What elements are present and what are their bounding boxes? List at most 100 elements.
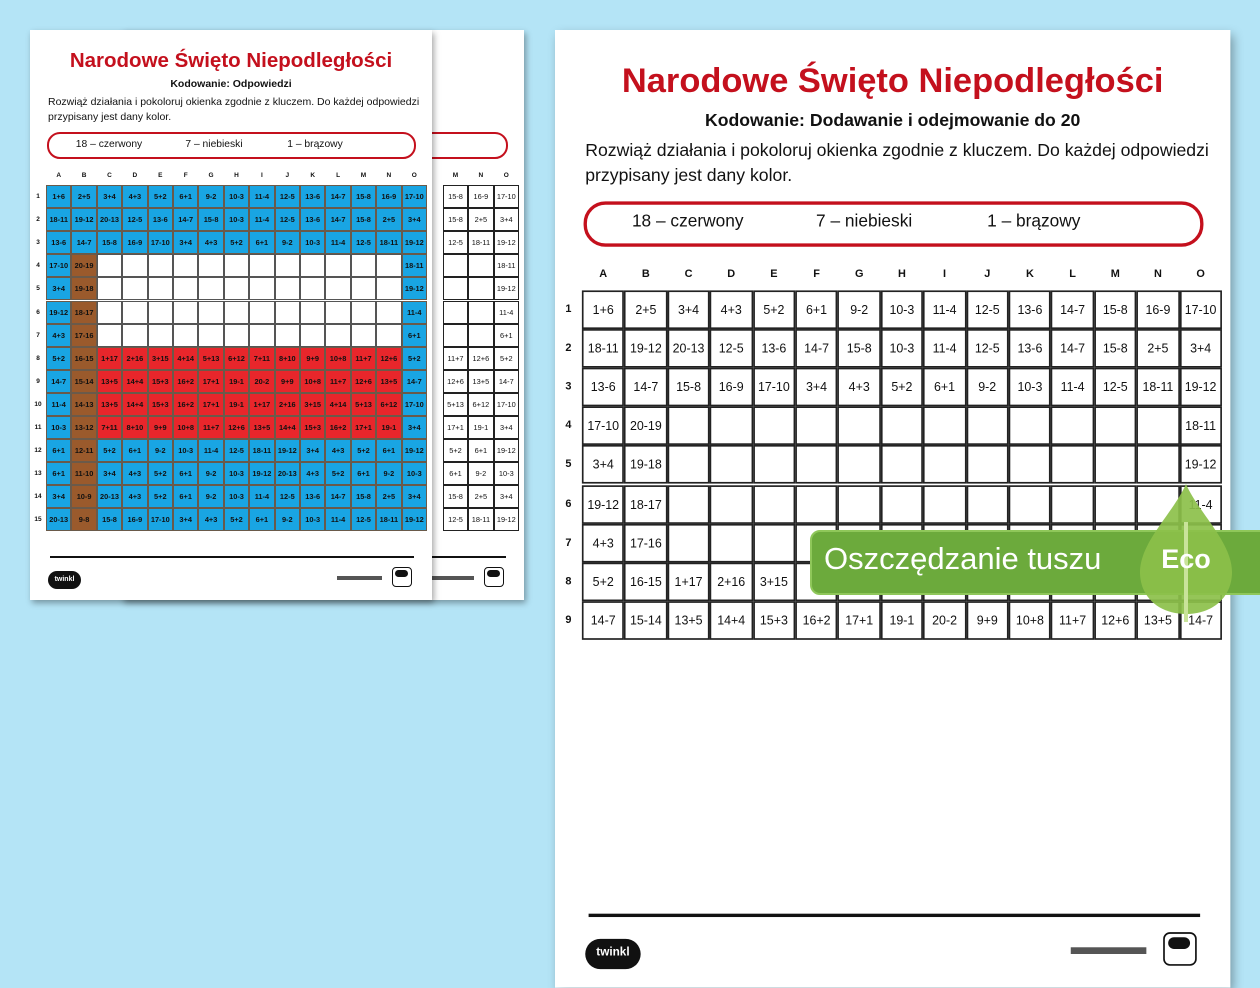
- grid-cell: 16-15: [624, 562, 668, 601]
- grid-cell: 3+4: [493, 485, 519, 509]
- grid-cell: 3+4: [401, 416, 427, 440]
- column-header: D: [132, 172, 138, 179]
- grid-cell: 17-10: [581, 406, 625, 446]
- row-header: 7: [565, 536, 572, 549]
- grid-cell: 10+8: [173, 416, 199, 440]
- grid-cell: 3+15: [147, 346, 173, 370]
- row-header: 15: [34, 516, 42, 524]
- column-header: N: [1153, 268, 1162, 281]
- grid-cell: [350, 254, 377, 278]
- grid-cell: 10-3: [223, 185, 250, 209]
- worksheet-title: Narodowe Święto Niepodległości: [69, 49, 393, 72]
- grid-cell: 1+17: [667, 562, 710, 601]
- grid-cell: 11-4: [325, 508, 351, 532]
- grid-cell: 7+11: [249, 346, 275, 370]
- grid-cell: 15-8: [442, 208, 469, 232]
- grid-cell: [795, 445, 838, 485]
- grid-cell: 9+9: [965, 600, 1009, 640]
- grid-cell: 14-7: [581, 600, 625, 640]
- grid-cell: 20-13: [46, 508, 72, 532]
- grid-cell: [442, 300, 469, 324]
- grid-cell: 20-13: [274, 462, 300, 486]
- grid-cell: 13+5: [468, 369, 494, 393]
- grid-cell: 20-2: [249, 369, 275, 393]
- grid-cell: [468, 300, 494, 324]
- grid-cell: 2+5: [1136, 329, 1180, 368]
- grid-cell: [795, 484, 838, 524]
- grid-cell: 18-11: [376, 231, 402, 255]
- grid-cell: 2+5: [624, 290, 668, 330]
- grid-cell: 14-7: [493, 369, 519, 393]
- grid-cell: 9+9: [274, 369, 300, 393]
- grid-cell: 9-2: [198, 485, 224, 509]
- grid-cell: 10-3: [880, 329, 924, 368]
- grid-cell: 6+1: [249, 508, 275, 532]
- grid-cell: 8+10: [274, 346, 300, 370]
- grid-cell: [249, 323, 275, 347]
- grid-cell: [173, 277, 199, 301]
- grid-cell: 10-3: [880, 290, 924, 330]
- grid-cell: 11+7: [325, 369, 351, 393]
- grid-cell: [198, 300, 224, 324]
- grid-cell: 14-7: [71, 231, 97, 255]
- grid-cell: 15-8: [96, 231, 123, 255]
- footer-url: [429, 576, 474, 580]
- grid-cell: [709, 445, 753, 485]
- grid-cell: [147, 277, 173, 301]
- grid-cell: 20-19: [71, 254, 97, 278]
- grid-cell: [376, 300, 402, 324]
- grid-cell: 11-4: [401, 300, 427, 324]
- grid-cell: 16+2: [325, 416, 351, 440]
- grid-cell: 12-5: [1093, 367, 1137, 407]
- twinkl-logo: twinkl: [585, 938, 641, 970]
- grid-cell: 9-2: [965, 367, 1009, 407]
- grid-cell: 11-4: [198, 439, 224, 463]
- grid-cell: 15+3: [147, 392, 173, 416]
- grid-cell: 6+1: [923, 367, 966, 407]
- grid-cell: 13-6: [300, 185, 326, 209]
- grid-cell: 16-9: [1136, 290, 1180, 330]
- grid-cell: [376, 254, 402, 278]
- worksheet-title: Narodowe Święto Niepodległości: [621, 61, 1164, 101]
- grid-cell: 15-8: [1093, 329, 1137, 368]
- grid-cell: 3+15: [752, 562, 796, 601]
- grid-cell: [1051, 484, 1094, 524]
- grid-cell: 12+6: [468, 346, 494, 370]
- column-header: O: [411, 172, 417, 179]
- grid-cell: 2+5: [71, 185, 97, 209]
- instructions: Rozwiąż działania i pokoloruj okienka zg…: [585, 140, 1209, 187]
- grid-cell: [325, 254, 351, 278]
- column-header: D: [727, 268, 736, 281]
- grid-cell: 19-12: [493, 439, 519, 463]
- column-header: J: [984, 268, 991, 281]
- column-header: J: [285, 172, 290, 179]
- grid-cell: 4+3: [122, 185, 148, 209]
- grid-cell: 11-4: [46, 392, 72, 416]
- row-header: 5: [565, 459, 572, 471]
- grid-cell: 13-6: [300, 208, 326, 232]
- grid-cell: 10-3: [223, 208, 250, 232]
- grid-cell: 9-2: [837, 290, 881, 330]
- instructions: Rozwiąż działania i pokoloruj okienka zg…: [48, 96, 420, 123]
- grid-cell: 10+8: [1008, 600, 1052, 640]
- row-header: 12: [34, 447, 42, 455]
- column-header: C: [107, 172, 112, 179]
- grid-cell: 10-3: [223, 485, 250, 509]
- grid-cell: 5+13: [350, 392, 377, 416]
- grid-cell: [709, 523, 753, 563]
- grid-cell: 13-6: [1008, 290, 1052, 330]
- grid-cell: 14-7: [795, 329, 838, 368]
- row-header: 8: [36, 354, 40, 362]
- grid-cell: 11-4: [923, 290, 966, 330]
- column-header: G: [208, 172, 214, 179]
- grid-cell: [468, 254, 494, 278]
- key-entry: 18 – czerwony: [75, 139, 143, 150]
- grid-cell: 1+6: [581, 290, 625, 330]
- grid-cell: 14+4: [122, 369, 148, 393]
- twinkl-logo: twinkl: [48, 571, 81, 589]
- grid-cell: 11+7: [442, 346, 469, 370]
- grid-cell: [667, 523, 710, 563]
- grid-cell: 19-12: [71, 208, 97, 232]
- row-header: 1: [36, 193, 40, 200]
- grid-cell: [223, 323, 250, 347]
